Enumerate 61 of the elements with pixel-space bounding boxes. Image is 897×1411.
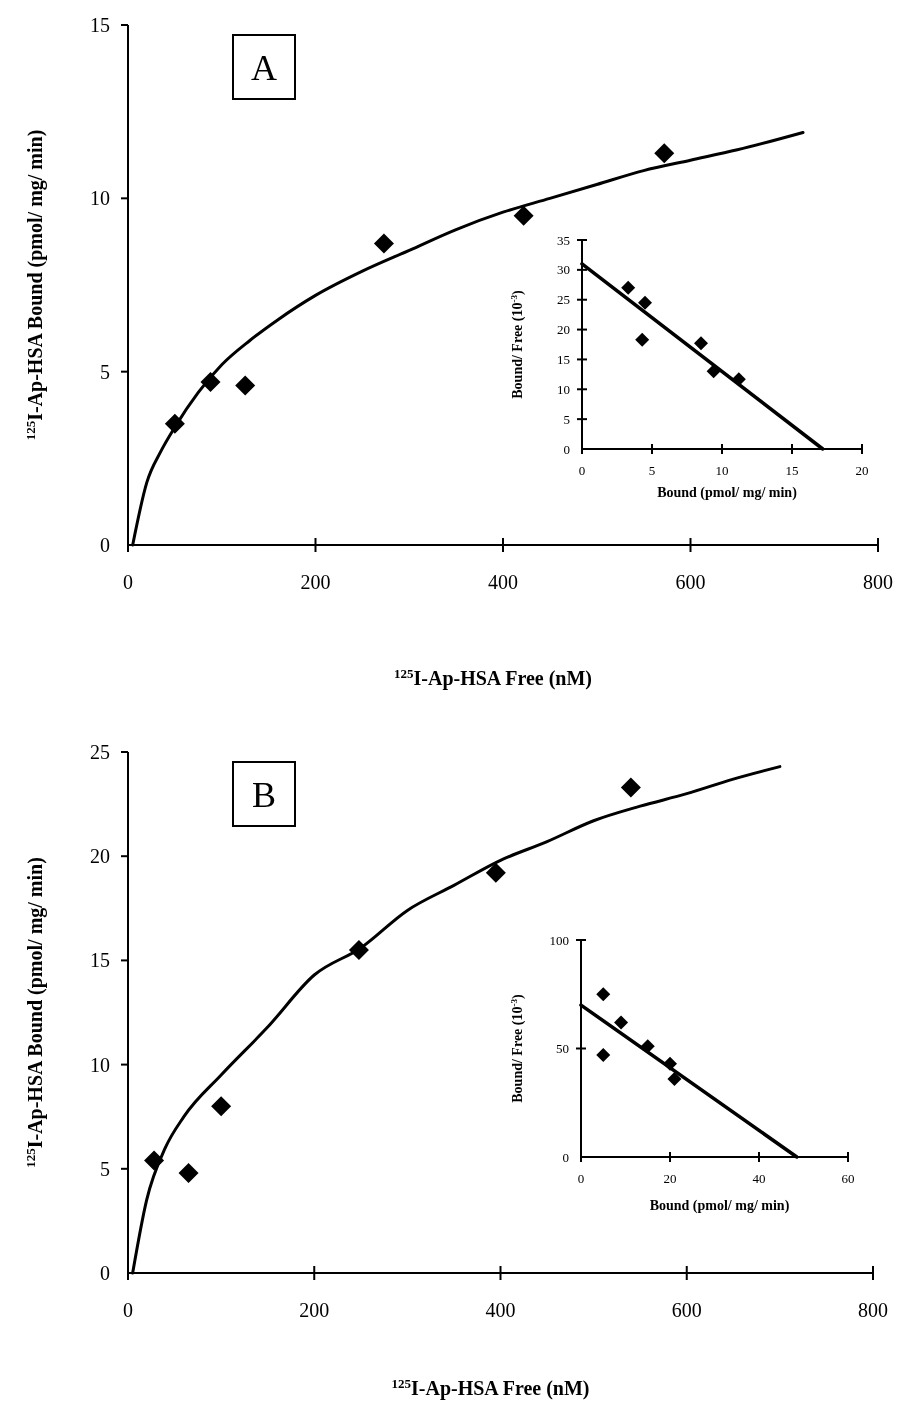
x-tick-label: 0 xyxy=(123,571,133,593)
point xyxy=(667,1071,682,1086)
point xyxy=(620,777,641,798)
x-tick-label: 40 xyxy=(752,1171,766,1186)
x-axis-title: Bound (pmol/ mg/ min) xyxy=(649,1198,790,1214)
y-tick-label: 10 xyxy=(557,381,570,397)
y-tick-label: 15 xyxy=(90,949,110,972)
x-tick-label: 0 xyxy=(577,1171,585,1186)
point xyxy=(596,987,611,1002)
point xyxy=(621,280,636,295)
text: B xyxy=(251,774,277,815)
x-tick-label: 5 xyxy=(648,463,656,478)
y-tick-label: 10 xyxy=(90,1053,110,1076)
point xyxy=(485,862,506,883)
point xyxy=(694,336,708,351)
point xyxy=(635,332,650,347)
x-tick-label: 20 xyxy=(855,463,869,478)
x-axis-title: Bound (pmol/ mg/ min) xyxy=(657,485,798,501)
point xyxy=(178,1162,199,1183)
point xyxy=(513,205,534,226)
y-tick-label: 50 xyxy=(556,1041,569,1057)
y-tick-label: 0 xyxy=(562,1149,569,1165)
y-tick-label: 20 xyxy=(90,845,110,868)
y-tick-label: 0 xyxy=(563,441,570,457)
y-tick-label: 30 xyxy=(557,262,570,278)
y-tick-label: 15 xyxy=(557,351,570,367)
y-tick-label: 15 xyxy=(90,14,110,36)
x-axis-title: $^{125}$I-Ap-HSA Free (nM) xyxy=(394,665,592,690)
y-tick-label: 35 xyxy=(557,232,570,248)
y-tick-label: 20 xyxy=(557,322,570,338)
x-tick-label: 10 xyxy=(715,463,729,478)
point xyxy=(654,143,675,164)
x-tick-label: 0 xyxy=(123,1299,133,1321)
x-tick-label: 200 xyxy=(299,1299,330,1321)
point xyxy=(614,1015,629,1030)
point xyxy=(638,295,652,310)
y-tick-label: 0 xyxy=(100,534,110,556)
x-tick-label: 600 xyxy=(671,1299,702,1321)
x-axis-title: $^{125}$I-Ap-HSA Free (nM) xyxy=(391,1375,590,1400)
text: A xyxy=(251,47,277,88)
x-tick-label: 800 xyxy=(858,1299,888,1321)
point xyxy=(596,1048,611,1063)
x-tick-label: 20 xyxy=(663,1171,677,1186)
y-tick-label: 5 xyxy=(100,360,110,383)
y-tick-label: 5 xyxy=(563,411,570,427)
y-tick-label: 25 xyxy=(557,292,570,308)
y-tick-label: 100 xyxy=(549,932,569,948)
x-tick-label: 15 xyxy=(785,463,799,478)
x-tick-label: 600 xyxy=(675,571,706,593)
x-tick-label: 400 xyxy=(485,1299,516,1321)
y-tick-label: 0 xyxy=(100,1262,110,1284)
y-tick-label: 25 xyxy=(90,741,110,763)
x-tick-label: 800 xyxy=(863,571,893,593)
point xyxy=(211,1096,232,1117)
x-tick-label: 200 xyxy=(300,571,331,593)
x-tick-label: 60 xyxy=(841,1171,855,1186)
point xyxy=(235,375,256,396)
x-tick-label: 400 xyxy=(488,571,518,593)
point xyxy=(373,233,394,254)
y-tick-label: 10 xyxy=(90,187,110,210)
x-tick-label: 0 xyxy=(578,463,586,478)
